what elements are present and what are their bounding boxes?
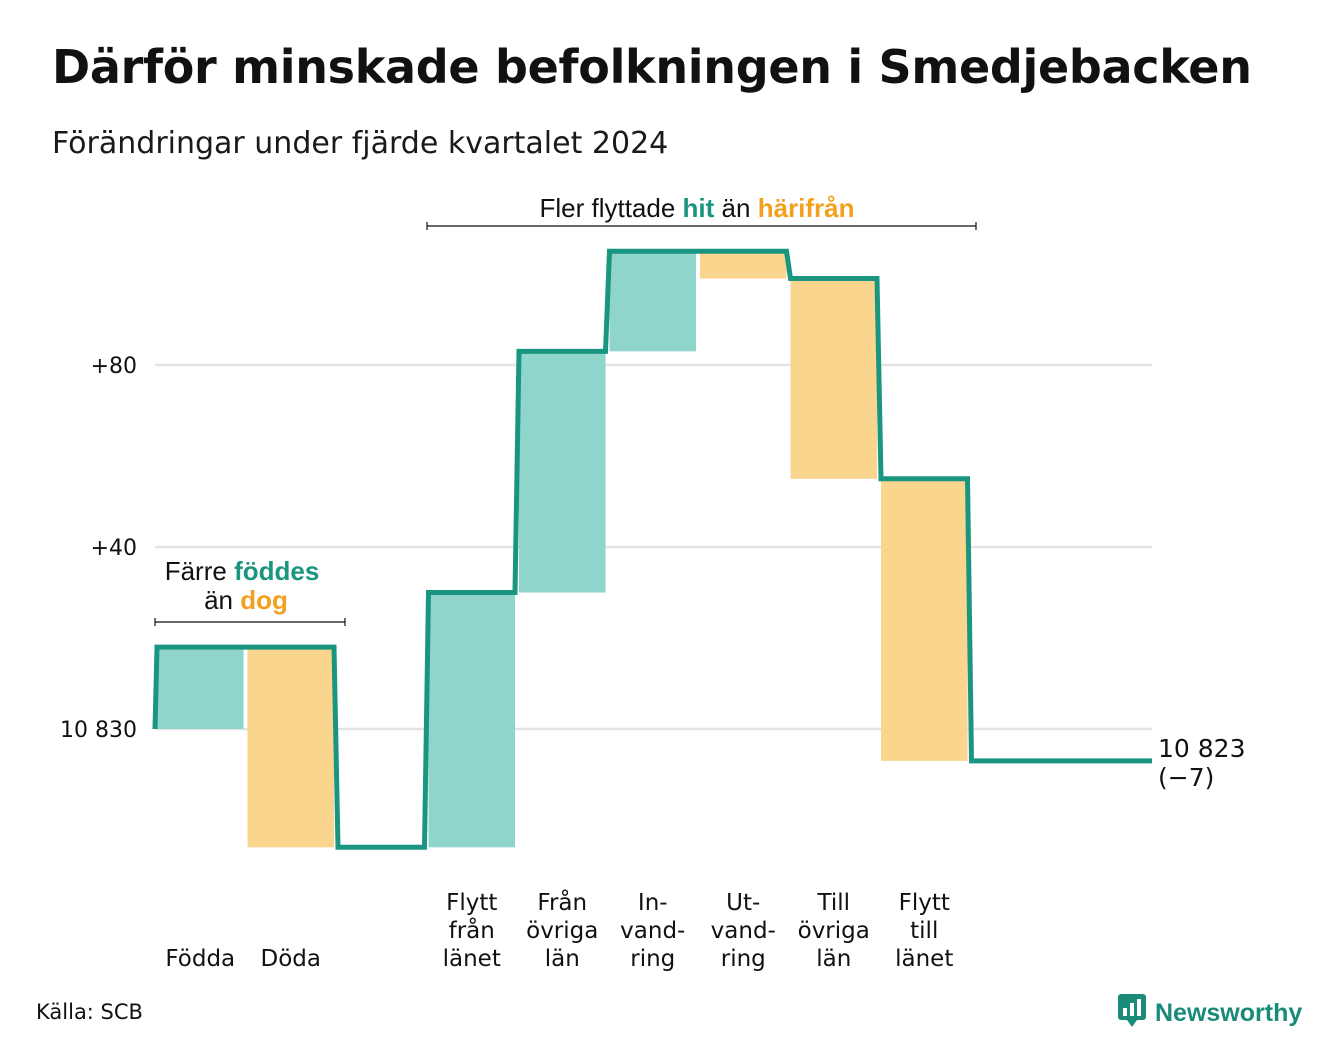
category-labels: Födda DödaFlyttfrånlänetFrånövrigalänIn-v…	[165, 888, 953, 972]
category-label: övriga	[798, 918, 870, 944]
increase-bar	[428, 592, 515, 848]
category-label: län	[545, 946, 580, 972]
y-tick-label: +40	[91, 536, 137, 561]
decrease-bar	[881, 478, 968, 761]
category-label: In-	[638, 890, 668, 916]
category-label: ring	[721, 946, 766, 972]
births-annotation-hit-word: föddes	[234, 556, 319, 586]
decrease-bar	[247, 647, 334, 848]
increase-bar	[519, 351, 606, 593]
category-label: Ut-	[726, 890, 760, 916]
annotations: Färre föddes än dog Fler flyttade hit än…	[154, 193, 977, 626]
category-label: Till	[816, 890, 850, 916]
migration-annotation-prefix: Fler flyttade	[539, 193, 675, 223]
births-annotation-line1: Färre föddes	[165, 556, 320, 586]
category-label: Döda	[261, 946, 321, 972]
newsworthy-logo-icon	[1117, 993, 1147, 1033]
y-axis-ticks: 10 830 +40 +80	[60, 354, 137, 743]
births-annotation-mid: än	[204, 585, 233, 615]
source-note: Källa: SCB	[36, 1000, 143, 1024]
category-label: ring	[630, 946, 675, 972]
end-change-label: (−7)	[1158, 763, 1214, 792]
births-annotation-prefix: Färre	[165, 556, 227, 586]
increase-bar	[157, 647, 244, 729]
chart-subtitle: Förändringar under fjärde kvartalet 2024	[52, 126, 669, 161]
end-value-label: 10 823	[1158, 734, 1245, 763]
category-label: Flytt	[899, 890, 950, 916]
y-tick-label: 10 830	[60, 718, 137, 743]
bars	[157, 251, 968, 848]
chart-title: Därför minskade befolkningen i Smedjebac…	[52, 40, 1252, 94]
migration-annotation: Fler flyttade hit än härifrån	[539, 193, 854, 223]
brand-logo: Newsworthy	[1117, 993, 1302, 1033]
category-label: från	[449, 916, 495, 944]
category-label: länet	[443, 946, 501, 972]
cumulative-step-line	[152, 248, 1152, 850]
category-label: vand-	[711, 918, 776, 944]
migration-annotation-hit-word: hit	[683, 193, 715, 223]
brand-name: Newsworthy	[1155, 998, 1303, 1027]
category-label: övriga	[526, 918, 598, 944]
migration-bracket	[426, 222, 977, 230]
births-annotation-line2: än dog	[204, 585, 288, 615]
migration-annotation-away-word: härifrån	[758, 193, 855, 223]
decrease-bar	[790, 278, 877, 479]
category-label: till	[910, 918, 938, 944]
category-label: län	[816, 946, 851, 972]
category-label: Födda	[165, 946, 235, 972]
births-bracket	[154, 618, 346, 626]
decrease-bar	[700, 251, 787, 279]
category-label: Flytt	[446, 890, 497, 916]
migration-annotation-mid: än	[722, 193, 751, 223]
births-annotation-away-word: dog	[240, 585, 288, 615]
category-label: Från	[537, 888, 587, 916]
y-tick-label: +80	[91, 354, 137, 379]
category-label: länet	[895, 946, 953, 972]
category-label: vand-	[620, 918, 685, 944]
increase-bar	[609, 251, 696, 352]
end-labels: 10 823 (−7)	[1158, 734, 1245, 792]
step-line	[152, 248, 1152, 850]
